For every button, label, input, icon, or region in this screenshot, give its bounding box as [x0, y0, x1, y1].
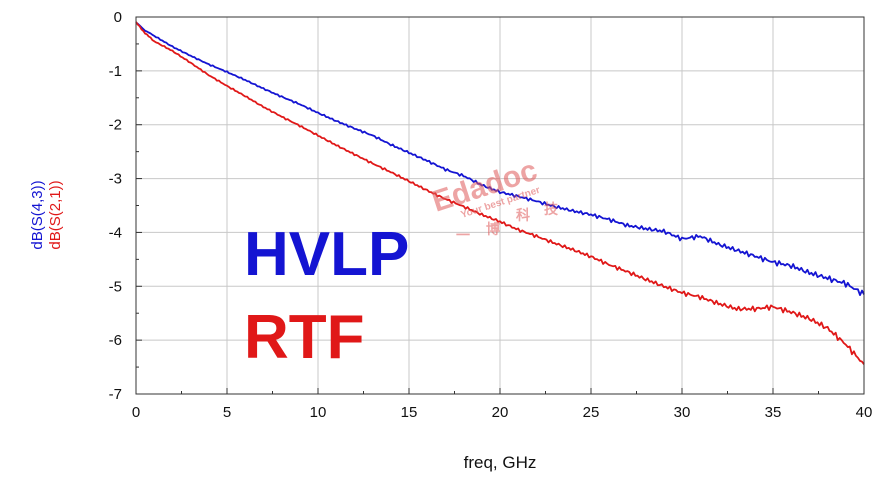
- y-tick-label: -5: [109, 278, 122, 295]
- y-tick-label: -2: [109, 117, 122, 134]
- series-line-hvlp: [135, 21, 865, 297]
- x-tick-label: 15: [401, 404, 418, 421]
- y-tick-label: -7: [109, 386, 122, 403]
- watermark-cn-1: 一: [456, 227, 470, 243]
- series-layer: [135, 21, 865, 365]
- x-tick-label: 10: [310, 404, 327, 421]
- x-tick-label: 35: [765, 404, 782, 421]
- watermark: Edadoc Your best partner 一 博 科 技: [428, 154, 559, 243]
- y-tick-label: -6: [109, 332, 122, 349]
- x-tick-label: 40: [856, 404, 873, 421]
- y-tick-label: -4: [109, 224, 122, 241]
- x-tick-label: 0: [132, 404, 140, 421]
- y-axis-title-s43: dB(S(4,3)): [29, 180, 46, 249]
- x-tick-label: 25: [583, 404, 600, 421]
- watermark-cn-3: 科: [516, 207, 530, 223]
- annotation-rtf: RTF: [244, 303, 365, 372]
- x-ticks: 0 5 10 15 20 25 30 35 40: [132, 388, 873, 421]
- x-tick-label: 30: [674, 404, 691, 421]
- watermark-cn-4: 技: [544, 201, 559, 217]
- watermark-cn-2: 博: [486, 221, 500, 237]
- y-tick-label: -3: [109, 171, 122, 188]
- y-axis-title-s21: dB(S(2,1)): [47, 180, 64, 249]
- x-axis-title: freq, GHz: [464, 453, 537, 472]
- y-ticks: 0 -1 -2 -3 -4 -5 -6 -7: [109, 9, 142, 403]
- series-line-rtf: [135, 21, 865, 365]
- annotation-hvlp: HVLP: [244, 220, 409, 289]
- y-tick-label: 0: [114, 9, 122, 26]
- x-tick-label: 20: [492, 404, 509, 421]
- y-tick-label: -1: [109, 63, 122, 80]
- x-tick-label: 5: [223, 404, 231, 421]
